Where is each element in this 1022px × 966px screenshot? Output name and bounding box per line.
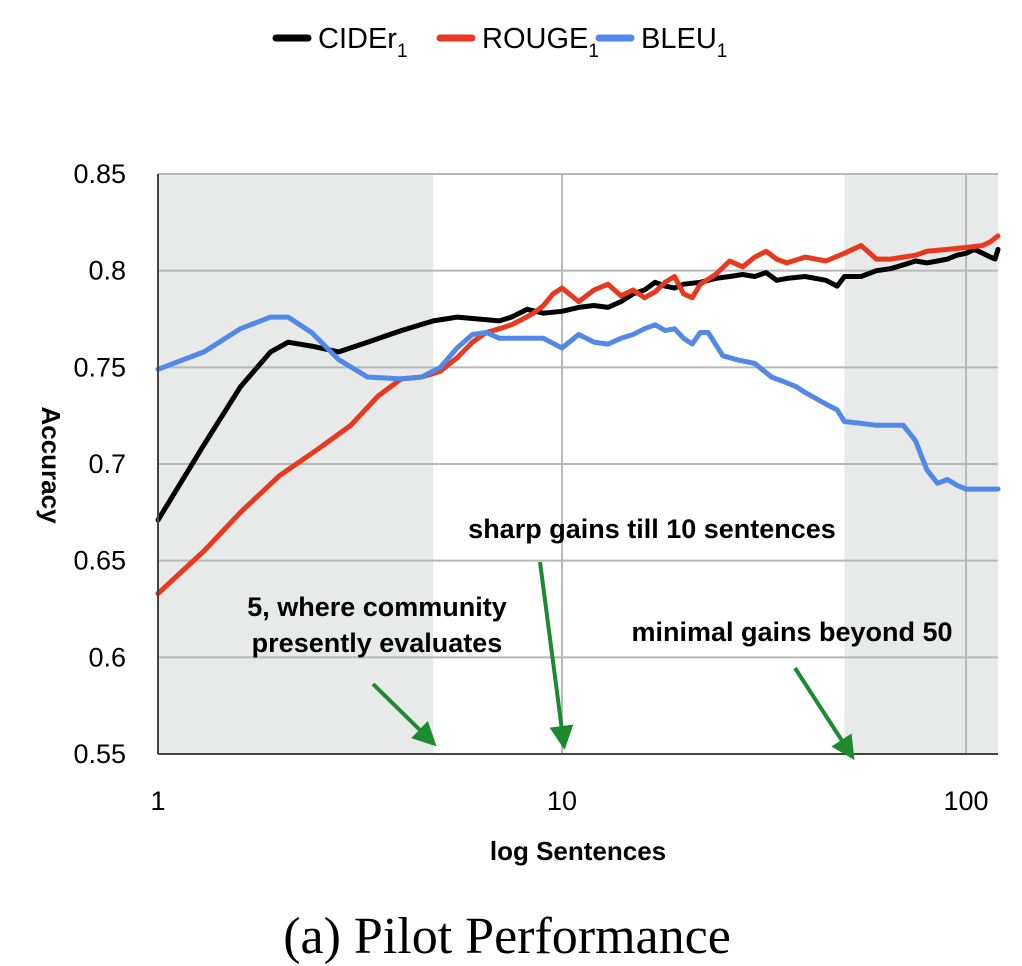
legend-label-rouge: ROUGE1: [482, 23, 599, 62]
annotation-text-1-0: 5, where community: [247, 592, 507, 622]
series-lines: [155, 233, 1001, 596]
x-tick-label-1: 10: [547, 786, 577, 816]
annotation-arrow-1: [371, 682, 437, 747]
series-line-bleu: [155, 314, 1001, 492]
x-axis-title: log Sentences: [490, 836, 666, 866]
x-tick-label-2: 100: [943, 786, 988, 816]
figure-caption: (a) Pilot Performance: [283, 908, 731, 965]
annotation-text-0-0: sharp gains till 10 sentences: [468, 514, 836, 544]
y-tick-label-2: 0.75: [73, 352, 126, 382]
annotation-text-2-0: minimal gains beyond 50: [631, 617, 952, 647]
annotation-arrow-2: [793, 666, 855, 761]
y-tick-label-4: 0.65: [73, 546, 126, 576]
y-axis-title: Accuracy: [36, 406, 66, 524]
y-tick-label-1: 0.8: [88, 256, 126, 286]
legend-label-bleu: BLEU1: [641, 23, 727, 62]
legend-label-cider: CIDEr1: [318, 23, 408, 62]
y-tick-label-6: 0.55: [73, 739, 126, 769]
series-line-cider: [155, 246, 1001, 523]
axes: 0.85 0.8 0.75 0.7 0.65 0.6 0.55 1 10 100: [73, 159, 998, 816]
annotations: sharp gains till 10 sentences 5, where co…: [247, 514, 953, 761]
annotation-arrow-0: [538, 561, 574, 750]
y-tick-label-3: 0.7: [88, 449, 126, 479]
y-tick-label-0: 0.85: [73, 159, 126, 189]
y-tick-label-5: 0.6: [88, 642, 126, 672]
x-tick-label-0: 1: [150, 786, 165, 816]
annotation-text-1-1: presently evaluates: [252, 628, 503, 658]
legend: CIDEr1 ROUGE1 BLEU1: [272, 23, 727, 62]
